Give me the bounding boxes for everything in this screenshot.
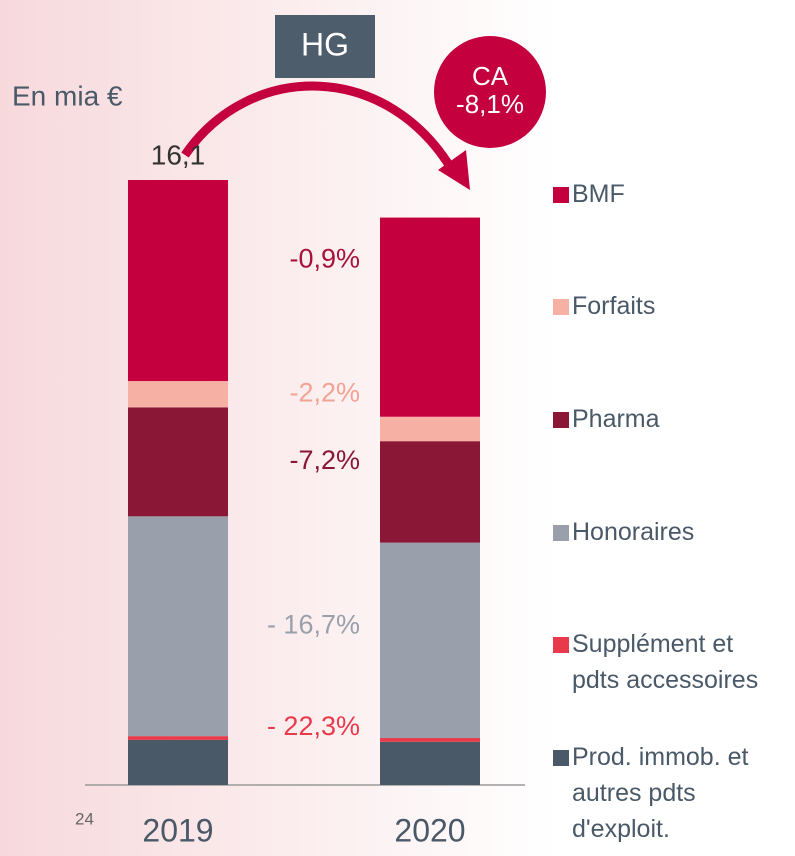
legend-label: Prod. immob. et autres pdts d'exploit. bbox=[572, 743, 749, 843]
legend-swatch bbox=[553, 187, 569, 203]
legend-label: Honoraires bbox=[572, 518, 695, 546]
bar-segment bbox=[380, 542, 480, 739]
unit-label: En mia € bbox=[12, 80, 123, 111]
change-label: -2,2% bbox=[289, 377, 360, 407]
bar-segment bbox=[128, 381, 228, 408]
change-label: - 16,7% bbox=[267, 609, 360, 639]
bar-segment bbox=[380, 416, 480, 442]
legend-label: Pharma bbox=[572, 405, 660, 433]
change-label: -0,9% bbox=[289, 244, 360, 274]
page-number: 24 bbox=[75, 809, 94, 828]
arrow-head bbox=[438, 150, 470, 190]
legend-swatch bbox=[553, 525, 569, 541]
hg-box bbox=[275, 15, 375, 78]
bar-segment bbox=[128, 736, 228, 740]
bar-segment bbox=[380, 741, 480, 785]
total-label: 16,1 bbox=[151, 139, 206, 170]
legend-swatch bbox=[553, 750, 569, 766]
x-tick-label: 2020 bbox=[394, 812, 465, 848]
bar-segment bbox=[128, 407, 228, 517]
ca-label: CA -8,1% bbox=[456, 61, 524, 119]
bar-segment bbox=[380, 217, 480, 417]
legend-label: Supplément et pdts accessoires bbox=[572, 630, 759, 694]
bar-segment bbox=[128, 180, 228, 382]
bar-segment bbox=[128, 739, 228, 785]
bar-segment bbox=[128, 516, 228, 737]
legend-label: BMF bbox=[572, 180, 625, 208]
bar-segment bbox=[380, 441, 480, 543]
hg-label: HG bbox=[301, 26, 349, 62]
legend-swatch bbox=[553, 299, 569, 315]
change-label: -7,2% bbox=[289, 445, 360, 475]
bar-segment bbox=[380, 738, 480, 742]
x-tick-label: 2019 bbox=[142, 812, 213, 848]
ca-bubble bbox=[434, 36, 546, 148]
legend-swatch bbox=[553, 412, 569, 428]
change-label: - 22,3% bbox=[267, 711, 360, 741]
legend-label: Forfaits bbox=[572, 292, 656, 320]
arrow bbox=[181, 81, 459, 178]
legend-swatch bbox=[553, 637, 569, 653]
